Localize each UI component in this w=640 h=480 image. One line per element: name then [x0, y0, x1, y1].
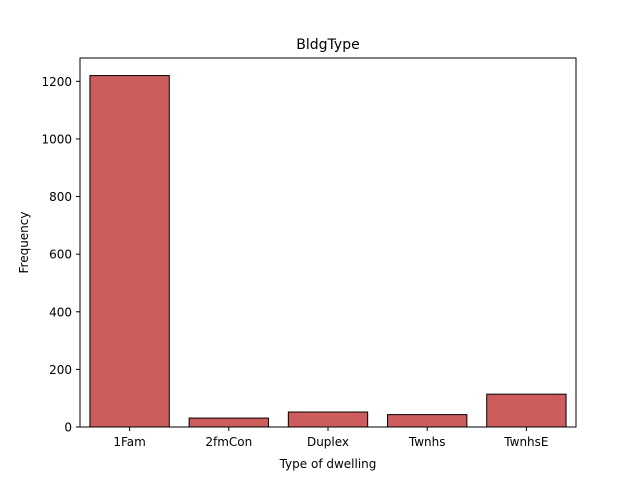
- y-tick-label-400: 400: [49, 305, 72, 319]
- bars-group: [89, 75, 567, 428]
- x-tick-label-twnhs: Twnhs: [408, 435, 446, 449]
- y-tick-label-600: 600: [49, 248, 72, 262]
- bar-twnhse: [486, 393, 567, 428]
- x-tick-label-1fam: 1Fam: [113, 435, 145, 449]
- y-tick-label-0: 0: [64, 421, 72, 435]
- y-tick-label-1200: 1200: [41, 75, 72, 89]
- bar-twnhs: [387, 414, 468, 428]
- y-tick-label-200: 200: [49, 363, 72, 377]
- bar-1fam: [89, 75, 170, 428]
- x-tick-label-duplex: Duplex: [307, 435, 349, 449]
- x-axis: 1Fam 2fmCon Duplex Twnhs TwnhsE: [113, 427, 549, 449]
- bar-2fmcon: [188, 417, 269, 428]
- plot-frame: [79, 57, 577, 428]
- x-tick-label-2fmcon: 2fmCon: [205, 435, 252, 449]
- bar-duplex: [287, 411, 369, 428]
- y-axis-label: Frequency: [17, 212, 31, 274]
- y-tick-label-1000: 1000: [41, 132, 72, 146]
- y-axis: 0 200 400 600 800 1000 1200: [41, 75, 80, 435]
- x-axis-label: Type of dwelling: [279, 457, 377, 471]
- chart-title: BldgType: [296, 37, 359, 53]
- x-tick-label-twnhse: TwnhsE: [503, 435, 548, 449]
- y-tick-label-800: 800: [49, 190, 72, 204]
